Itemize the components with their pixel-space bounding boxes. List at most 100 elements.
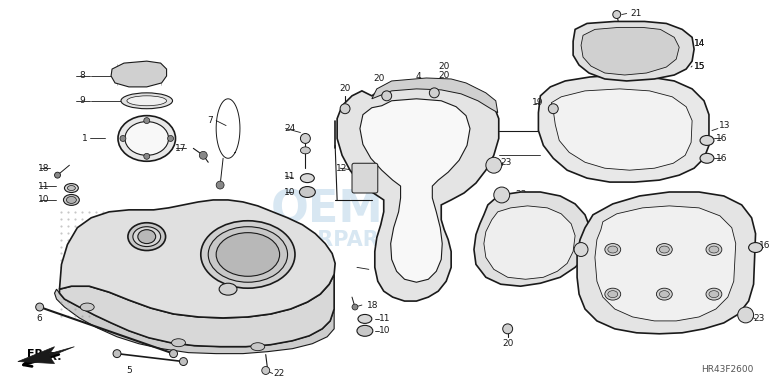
Text: 24: 24 [285,124,295,133]
Circle shape [199,151,207,159]
Text: FR.: FR. [28,348,48,358]
Text: 14: 14 [694,39,705,48]
Circle shape [216,181,224,189]
Text: 20: 20 [438,72,450,80]
Text: 10: 10 [38,196,49,204]
Ellipse shape [216,233,280,276]
Ellipse shape [125,122,168,155]
Circle shape [340,104,350,114]
Circle shape [55,172,61,178]
Ellipse shape [608,246,618,253]
Text: 18: 18 [38,164,49,173]
Circle shape [381,91,391,101]
Ellipse shape [251,343,265,351]
Ellipse shape [659,246,669,253]
Text: 22: 22 [274,369,285,378]
Text: 23: 23 [515,191,527,199]
Polygon shape [360,99,470,282]
Polygon shape [372,78,498,113]
Text: 20: 20 [502,339,514,348]
Polygon shape [551,89,692,170]
Text: HR43F2600: HR43F2600 [701,365,754,375]
Ellipse shape [138,230,155,244]
Circle shape [120,136,126,141]
Text: 11: 11 [38,182,49,191]
Circle shape [494,187,510,203]
Ellipse shape [118,116,175,161]
Ellipse shape [659,291,669,298]
Ellipse shape [301,147,311,154]
Text: 11: 11 [379,315,391,323]
Text: 23: 23 [501,158,512,167]
Circle shape [168,136,174,141]
Text: 3: 3 [501,217,508,226]
Text: OEM: OEM [271,188,384,231]
Polygon shape [18,346,75,363]
Ellipse shape [66,196,76,203]
Text: 8: 8 [79,72,85,80]
Circle shape [144,118,150,124]
Polygon shape [59,274,335,346]
Text: 7: 7 [208,116,213,125]
Polygon shape [474,192,590,286]
Ellipse shape [68,186,75,191]
Circle shape [261,367,270,375]
Circle shape [429,88,439,98]
Text: 19: 19 [532,98,544,107]
Ellipse shape [657,288,672,300]
Text: 10: 10 [284,187,295,196]
Ellipse shape [709,291,719,298]
Ellipse shape [128,223,165,251]
Circle shape [548,104,558,114]
Circle shape [301,134,311,144]
FancyBboxPatch shape [352,163,378,193]
Ellipse shape [700,136,714,146]
Circle shape [35,303,44,311]
Circle shape [503,324,513,334]
Text: 21: 21 [631,9,642,18]
Ellipse shape [706,288,722,300]
Text: 12: 12 [335,164,347,173]
Circle shape [179,358,188,365]
Text: 15: 15 [694,62,706,70]
Polygon shape [55,289,335,354]
Ellipse shape [706,244,722,256]
Ellipse shape [657,244,672,256]
Text: MOTORPARTS: MOTORPARTS [247,229,408,249]
Ellipse shape [65,184,78,192]
Text: 16: 16 [758,241,769,250]
Text: 13: 13 [719,121,731,130]
Ellipse shape [121,93,172,109]
Text: 6: 6 [36,315,42,323]
Text: 16: 16 [716,154,727,163]
Ellipse shape [208,227,288,282]
Ellipse shape [133,227,161,246]
Polygon shape [538,75,709,182]
Polygon shape [337,83,499,301]
Ellipse shape [64,194,79,205]
Ellipse shape [358,315,372,323]
Text: 17: 17 [175,144,186,153]
Ellipse shape [127,96,167,106]
Text: 20: 20 [373,74,384,84]
Text: 4: 4 [415,72,421,82]
Text: 11: 11 [284,172,295,181]
Ellipse shape [80,303,94,311]
Text: 5: 5 [126,366,131,375]
Polygon shape [577,192,756,334]
Ellipse shape [299,187,315,198]
Circle shape [737,307,754,323]
Polygon shape [581,27,679,75]
Circle shape [613,10,621,18]
Text: 23: 23 [560,245,571,254]
Ellipse shape [357,325,373,336]
Polygon shape [111,61,167,87]
Ellipse shape [700,153,714,163]
Text: 2: 2 [375,265,381,274]
Text: 23: 23 [754,315,765,323]
Ellipse shape [201,221,295,288]
Circle shape [486,157,501,173]
Ellipse shape [219,283,237,295]
Polygon shape [573,22,694,81]
Ellipse shape [748,243,763,253]
